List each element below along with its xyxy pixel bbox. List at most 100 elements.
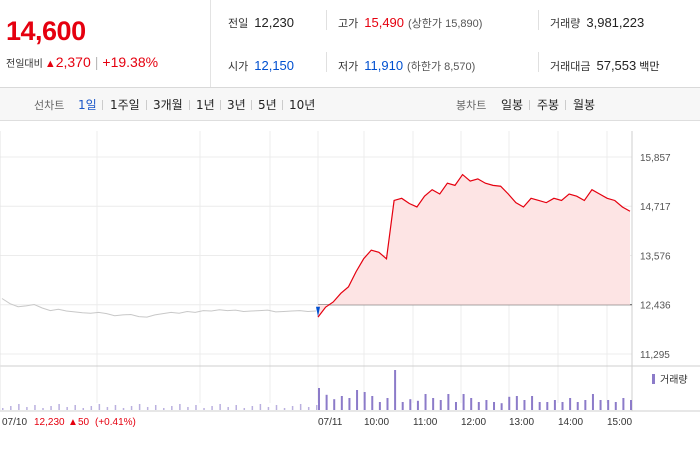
change-row: 전일대비 ▲2,370 | +19.38% — [6, 54, 158, 70]
volume-bar — [363, 392, 366, 410]
volume-bar — [622, 398, 625, 410]
divider — [529, 100, 530, 110]
volume-bar — [82, 408, 85, 410]
prev-day-label: 07/10 — [2, 417, 27, 428]
trade-value-unit: 백만 — [639, 61, 660, 73]
volume-bar — [235, 405, 237, 410]
price-chart[interactable]: 15,857 14,717 13,576 12,436 11,295 07/11 10:0… — [0, 121, 700, 450]
up-triangle-icon: ▲ — [44, 58, 56, 70]
volume-bar — [515, 396, 518, 410]
volume-bar — [114, 405, 117, 410]
volume-bar — [66, 407, 68, 410]
trade-value-stat: 거래대금 57,553 백만 — [550, 58, 660, 74]
period-tab-3m[interactable]: 3개월 — [153, 98, 183, 112]
divider — [282, 100, 283, 110]
volume-bar — [523, 400, 526, 410]
candle-tab-monthly[interactable]: 월봉 — [573, 98, 596, 112]
y-tick-label: 15,857 — [640, 153, 671, 164]
lower-limit: (하한가 8,570) — [407, 61, 476, 73]
prev-close-label: 전일 — [228, 17, 249, 30]
volume-stat: 거래량 3,981,223 — [550, 15, 644, 31]
open-label: 시가 — [228, 60, 249, 73]
volume-bar — [58, 404, 60, 410]
volume-bar — [291, 406, 294, 410]
volume-bar — [607, 400, 610, 410]
period-tab-1w[interactable]: 1주일 — [110, 98, 140, 112]
low-label: 저가 — [338, 60, 359, 73]
volume-bar — [90, 406, 93, 410]
today-area-fill — [318, 174, 630, 318]
volume-value: 3,981,223 — [586, 15, 645, 30]
chart-toolbar: 선차트 1일 1주일 3개월 1년 3년 5년 10년 봉차트 일봉 주봉 월봉 — [0, 88, 700, 121]
change-percent: +19.38% — [102, 54, 159, 70]
volume-label: 거래량 — [550, 17, 581, 30]
divider — [220, 100, 221, 110]
volume-bar — [386, 398, 389, 410]
period-tab-10y[interactable]: 10년 — [289, 98, 316, 112]
volume-bar — [493, 402, 496, 410]
prev-day-close: 12,230 — [34, 417, 65, 428]
volume-bar — [531, 396, 534, 410]
prev-close-value: 12,230 — [254, 15, 295, 30]
prev-day-change: 50 — [78, 417, 90, 428]
volume-bar — [538, 402, 541, 410]
volume-bar — [477, 402, 480, 410]
volume-legend-swatch — [652, 374, 655, 384]
volume-bar — [591, 394, 594, 410]
volume-bar — [283, 408, 286, 410]
volume-bar — [187, 407, 189, 410]
divider — [146, 100, 147, 110]
volume-bar — [10, 406, 12, 410]
period-tab-1y[interactable]: 1년 — [196, 98, 215, 112]
candle-tab-weekly[interactable]: 주봉 — [537, 98, 560, 112]
divider: | — [94, 54, 99, 70]
volume-bar — [130, 406, 133, 410]
volume-bar — [318, 388, 320, 410]
volume-bar — [299, 404, 302, 410]
volume-bar — [454, 402, 457, 410]
volume-bar — [447, 394, 450, 410]
x-tick-label: 10:00 — [364, 417, 389, 428]
today-series — [317, 173, 631, 318]
volume-bar — [416, 400, 419, 410]
volume-bar — [599, 400, 602, 410]
period-tab-3y[interactable]: 3년 — [227, 98, 246, 112]
volume-bar — [243, 408, 246, 410]
volume-bar — [348, 398, 351, 410]
upper-limit: (상한가 15,890) — [408, 18, 483, 30]
volume-bar — [614, 402, 617, 410]
volume-bar — [18, 404, 20, 410]
volume-bar — [325, 394, 328, 410]
x-tick-label: 11:00 — [413, 417, 438, 428]
volume-bar — [409, 399, 412, 410]
change-label: 전일대비 — [6, 59, 43, 70]
period-tab-5y[interactable]: 5년 — [258, 98, 277, 112]
period-tab-1d[interactable]: 1일 — [78, 98, 97, 112]
volume-bar — [195, 405, 197, 410]
divider — [189, 100, 190, 110]
x-tick-label: 14:00 — [558, 417, 583, 428]
volume-bar — [378, 402, 381, 410]
line-chart-label: 선차트 — [34, 99, 65, 112]
volume-bar — [154, 405, 157, 410]
volume-bar — [42, 408, 44, 410]
low-value: 11,910 — [364, 58, 404, 73]
previous-day-series — [1, 298, 317, 318]
chart-svg[interactable]: 15,857 14,717 13,576 12,436 11,295 07/11 10:0… — [0, 121, 700, 450]
divider — [102, 100, 103, 110]
volume-bar — [307, 407, 310, 410]
volume-bar — [146, 407, 149, 410]
candle-tab-daily[interactable]: 일봉 — [501, 98, 524, 112]
volume-bar — [470, 398, 473, 410]
divider — [538, 10, 539, 30]
prev-day-change-pct: (+0.41%) — [95, 417, 136, 428]
low-stat: 저가 11,910 (하한가 8,570) — [338, 58, 475, 74]
high-value: 15,490 — [364, 15, 405, 30]
volume-legend-label: 거래량 — [660, 374, 688, 386]
volume-bar — [122, 408, 125, 410]
divider — [326, 52, 327, 72]
volume-bar — [432, 398, 435, 410]
volume-bar — [553, 400, 556, 410]
open-value: 12,150 — [254, 58, 295, 73]
volume-bar — [424, 394, 427, 410]
